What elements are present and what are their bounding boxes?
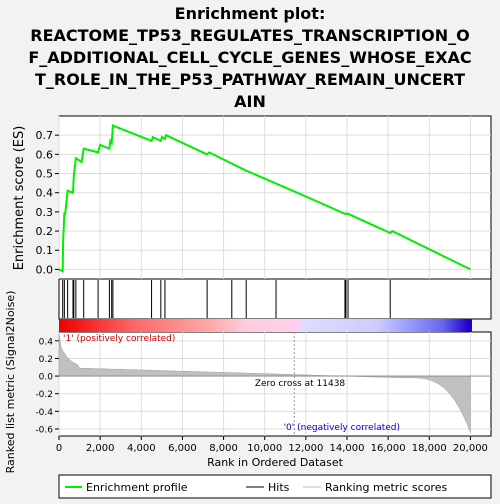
- es-tick-label: 0.2: [36, 225, 54, 238]
- es-tick-label: 0.0: [36, 263, 54, 276]
- metric-y-axis: 0.4 0.2 0.0 -0.2 -0.4 -0.6: [35, 337, 59, 435]
- profile: [58, 124, 471, 273]
- legend: Enrichment profile Hits Ranking metric s…: [58, 474, 492, 499]
- chart-title: Enrichment plot: REACTOME_TP53_REGULATES…: [28, 4, 471, 111]
- x-tick-label: 8,000: [209, 443, 238, 454]
- es-tick-label: 0.5: [36, 168, 54, 181]
- zero-cross-label: Zero cross at 11438: [255, 379, 346, 389]
- metric-area-path: [58, 333, 471, 433]
- x-tick-label: 2,000: [86, 443, 115, 454]
- es-tick-label: 0.3: [36, 206, 54, 219]
- metric-area: [58, 333, 491, 433]
- x-tick-label: 20,000: [453, 443, 488, 454]
- es-panel: [58, 115, 492, 280]
- legend-item-hits: Hits: [268, 481, 290, 494]
- es-tick-label: 0.6: [36, 148, 54, 161]
- x-tick-label: 0: [56, 443, 62, 454]
- title-line: REACTOME_TP53_REGULATES_TRANSCRIPTION_O: [30, 26, 469, 45]
- title-line: AIN: [234, 92, 266, 111]
- legend-item-profile: Enrichment profile: [86, 481, 188, 494]
- x-tick-label: 4,000: [127, 443, 156, 454]
- metric-tick-label: 0.2: [39, 355, 53, 365]
- x-tick-label: 12,000: [288, 443, 323, 454]
- es-tick-label: 0.1: [36, 244, 54, 257]
- metric-tick-label: -0.4: [35, 408, 53, 418]
- metric-tick-label: -0.6: [35, 425, 53, 435]
- metric-tick-label: 0.0: [39, 373, 54, 383]
- pos-label: '1' (positively correlated): [63, 334, 175, 344]
- x-tick-label: 14,000: [330, 443, 365, 454]
- title-line: Enrichment plot:: [175, 4, 326, 23]
- x-tick-label: 10,000: [247, 443, 282, 454]
- x-tick-label: 18,000: [412, 443, 447, 454]
- es-y-axis: 0.0 0.1 0.2 0.3 0.4 0.5 0.6 0.7: [36, 129, 59, 276]
- metric-y-axis-label: Ranked list metric (Signal2Noise): [4, 291, 17, 474]
- metric-tick-label: 0.4: [39, 337, 54, 347]
- es-grid: [58, 116, 491, 279]
- x-axis-label: Rank in Ordered Dataset: [207, 456, 344, 469]
- hits-panel: [58, 278, 492, 320]
- es-y-axis-label: Enrichment score (ES): [12, 126, 27, 271]
- neg-label: '0' (negatively correlated): [284, 423, 400, 433]
- x-axis: 0 2,000 4,000 6,000 8,000 10,000 12,000 14,000 1…: [56, 436, 488, 454]
- metric-tick-label: -0.2: [35, 390, 53, 400]
- metric-panel: [58, 331, 492, 437]
- title-line: F_ADDITIONAL_CELL_CYCLE_GENES_WHOSE_EXAC: [28, 48, 471, 67]
- title-line: T_ROLE_IN_THE_P53_PATHWAY_REMAIN_UNCERT: [35, 70, 465, 89]
- profile-line: [58, 124, 471, 273]
- hits: [62, 280, 391, 318]
- x-tick-label: 6,000: [168, 443, 197, 454]
- legend-box: [58, 474, 492, 499]
- rank-color-strip: [59, 319, 472, 332]
- legend-item-metric: Ranking metric scores: [325, 481, 447, 494]
- es-tick-label: 0.7: [36, 129, 54, 142]
- es-tick-label: 0.4: [36, 187, 54, 200]
- x-tick-label: 16,000: [371, 443, 406, 454]
